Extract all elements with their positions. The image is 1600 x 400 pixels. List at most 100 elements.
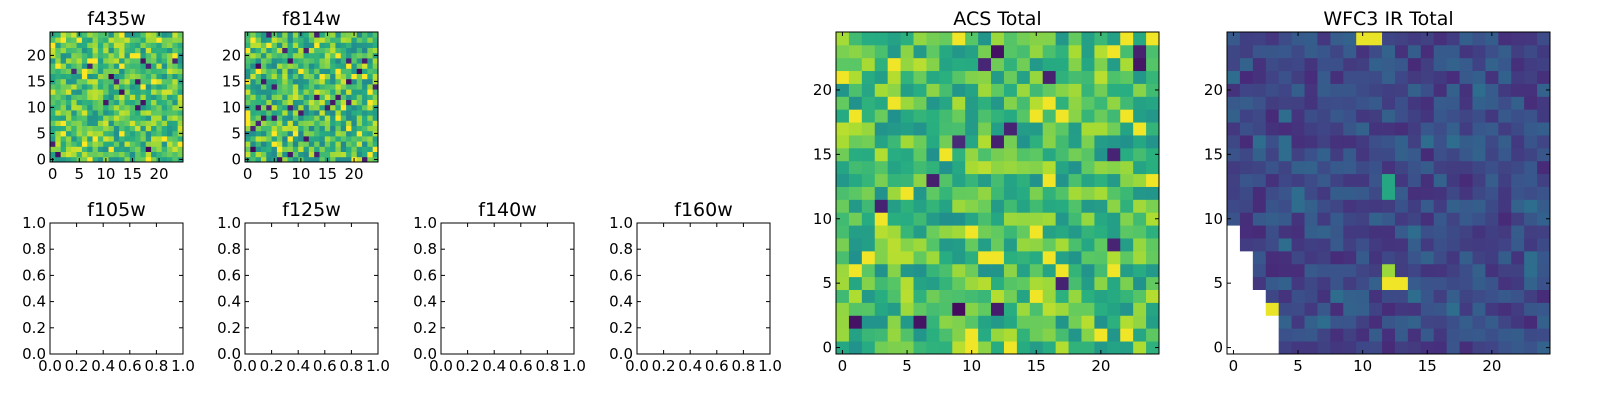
heatmap-cell xyxy=(282,156,288,163)
heatmap-cell xyxy=(330,37,336,43)
heatmap-cell xyxy=(292,89,299,95)
heatmap-cell xyxy=(245,63,251,69)
heatmap-cell xyxy=(50,136,56,142)
heatmap-cell xyxy=(1433,328,1448,342)
heatmap-cell xyxy=(156,47,163,54)
heatmap-cell xyxy=(87,42,93,48)
heatmap-cell xyxy=(1146,83,1160,97)
heatmap-cell xyxy=(1407,135,1422,149)
heatmap-cell xyxy=(1524,147,1538,162)
heatmap-cell xyxy=(250,151,257,158)
heatmap-cell xyxy=(303,68,310,74)
heatmap-cell xyxy=(1472,238,1486,252)
heatmap-cell xyxy=(161,68,168,74)
heatmap-cell xyxy=(260,141,267,147)
heatmap-cell xyxy=(271,130,278,137)
heatmap-cell xyxy=(282,141,288,147)
heatmap-cell xyxy=(1485,276,1499,290)
heatmap-cell xyxy=(1524,70,1538,84)
heatmap-cell xyxy=(372,120,379,126)
heatmap-cell xyxy=(140,58,147,64)
heatmap-cell xyxy=(1239,160,1254,175)
heatmap-cell xyxy=(1133,109,1147,123)
heatmap-cell xyxy=(108,78,115,85)
heatmap-cell xyxy=(135,73,141,80)
heatmap-cell xyxy=(81,63,88,69)
heatmap-cell xyxy=(1081,135,1095,149)
heatmap-cell xyxy=(1394,32,1409,46)
heatmap-cell xyxy=(1433,250,1448,265)
heatmap-cell xyxy=(282,136,288,142)
heatmap-cell xyxy=(1330,250,1344,265)
heatmap-cell xyxy=(103,130,109,137)
heatmap-cell xyxy=(1459,96,1473,110)
heatmap-cell xyxy=(1003,186,1018,200)
heatmap-cell xyxy=(124,89,131,95)
heatmap-cell xyxy=(900,44,914,59)
heatmap-cell xyxy=(135,136,141,142)
heatmap-cell xyxy=(848,328,863,342)
heatmap-cell xyxy=(287,130,294,137)
heatmap-cell xyxy=(1094,250,1108,265)
heatmap-cell xyxy=(861,70,876,84)
heatmap-cell xyxy=(292,110,299,116)
heatmap-cell xyxy=(965,135,979,149)
heatmap-cell xyxy=(1511,302,1525,316)
y-tick-label: 0 xyxy=(822,339,832,357)
heatmap-cell xyxy=(1068,135,1082,149)
heatmap-cell xyxy=(874,96,889,110)
heatmap-cell xyxy=(97,130,104,137)
heatmap-cell xyxy=(861,83,876,97)
heatmap-cell xyxy=(1382,96,1396,110)
heatmap-cell xyxy=(103,68,109,74)
heatmap-cell xyxy=(172,68,179,74)
heatmap-cell xyxy=(65,32,72,38)
heatmap-cell xyxy=(1291,57,1305,72)
heatmap-cell xyxy=(1537,83,1551,97)
heatmap-cell xyxy=(260,156,267,163)
x-tick-label: 0.8 xyxy=(339,357,363,375)
panel-title: f814w xyxy=(282,8,341,30)
heatmap-cell xyxy=(1133,32,1147,46)
heatmap-cell xyxy=(351,63,358,69)
heatmap-cell xyxy=(172,52,179,59)
heatmap-cell xyxy=(1120,315,1134,329)
heatmap-cell xyxy=(1003,199,1018,213)
heatmap-cell xyxy=(1133,315,1147,329)
heatmap-cell xyxy=(340,63,347,69)
heatmap-cell xyxy=(124,52,131,59)
heatmap-cell xyxy=(836,32,850,46)
heatmap-cell xyxy=(362,63,368,69)
heatmap-cell xyxy=(1382,109,1396,123)
heatmap-cell xyxy=(939,289,953,303)
heatmap-cell xyxy=(1459,302,1473,316)
heatmap-cell xyxy=(314,32,320,38)
heatmap-cell xyxy=(1407,341,1422,355)
x-tick-label: 0.2 xyxy=(260,357,284,375)
heatmap-cell xyxy=(50,89,56,95)
heatmap-cell xyxy=(271,104,278,111)
heatmap-cell xyxy=(1003,96,1018,110)
heatmap-cell xyxy=(50,141,56,147)
heatmap-cell xyxy=(1485,315,1499,329)
heatmap-cell xyxy=(287,68,294,74)
heatmap-cell xyxy=(340,115,347,121)
heatmap-cell xyxy=(1003,32,1018,46)
heatmap-cell xyxy=(1356,315,1370,329)
heatmap-cell xyxy=(991,302,1005,316)
heatmap-cell xyxy=(1042,122,1057,136)
heatmap-cell xyxy=(1239,238,1254,252)
heatmap-cell xyxy=(260,130,267,137)
heatmap-cell xyxy=(276,78,283,85)
heatmap-cell xyxy=(1407,96,1422,110)
heatmap-cell xyxy=(1356,212,1370,226)
heatmap-cell xyxy=(298,58,304,64)
heatmap-cell xyxy=(1081,289,1095,303)
heatmap-cell xyxy=(1446,302,1460,316)
heatmap-cell xyxy=(1343,109,1357,123)
heatmap-cell xyxy=(1133,289,1147,303)
x-tick-label: 0.2 xyxy=(652,357,676,375)
heatmap-cell xyxy=(87,104,93,111)
heatmap-cell xyxy=(161,94,168,100)
heatmap-cell xyxy=(1081,302,1095,316)
